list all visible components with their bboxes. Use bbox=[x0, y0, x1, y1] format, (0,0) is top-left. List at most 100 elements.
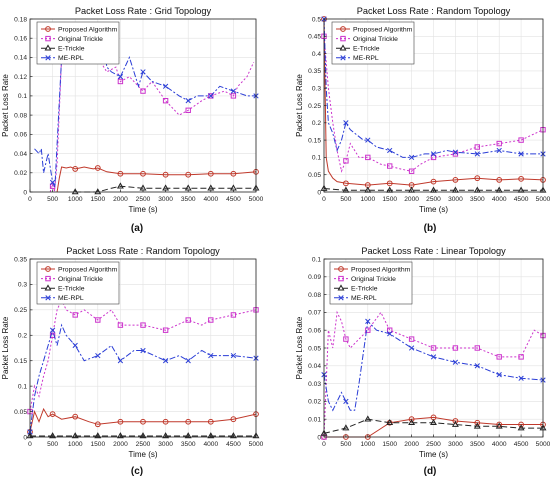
legend-label: Original Trickle bbox=[351, 276, 396, 283]
y-tick-label: 0.04 bbox=[14, 151, 27, 158]
y-tick-label: 0.5 bbox=[312, 16, 321, 23]
y-tick-label: 0.09 bbox=[308, 274, 321, 281]
x-tick-label: 5000 bbox=[249, 441, 264, 448]
x-tick-label: 5000 bbox=[536, 441, 550, 448]
x-tick-label: 2500 bbox=[136, 441, 151, 448]
legend-label: ME-RPL bbox=[353, 55, 379, 62]
x-tick-label: 0 bbox=[322, 441, 326, 448]
y-tick-label: 0.06 bbox=[308, 328, 321, 335]
panel-caption: (c) bbox=[131, 466, 143, 477]
x-tick-label: 2000 bbox=[404, 441, 419, 448]
y-tick-label: 0.15 bbox=[14, 358, 27, 365]
x-tick-label: 4000 bbox=[492, 196, 507, 203]
x-tick-label: 4500 bbox=[514, 441, 529, 448]
x-tick-label: 500 bbox=[340, 196, 351, 203]
y-tick-label: 0.1 bbox=[18, 383, 27, 390]
panel-caption: (b) bbox=[424, 223, 437, 234]
legend: Proposed Algorithm Original Trickle E-Tric… bbox=[37, 22, 119, 64]
chart-panel-3: 0 500 1000 1500 2000 2500 3000 3500 4000 4500 5000… bbox=[1, 246, 264, 477]
x-tick-label: 2000 bbox=[404, 196, 419, 203]
x-tick-label: 3000 bbox=[448, 441, 463, 448]
legend-label: Proposed Algorithm bbox=[353, 26, 413, 33]
y-axis-label: Packet Loss Rate bbox=[295, 74, 304, 137]
chart-panel-1: 0 500 1000 1500 2000 2500 3000 3500 4000 4500 5000… bbox=[1, 6, 264, 234]
x-tick-label: 500 bbox=[47, 196, 58, 203]
x-tick-label: 1000 bbox=[68, 441, 83, 448]
y-tick-label: 0.16 bbox=[14, 36, 27, 43]
legend-label: ME-RPL bbox=[58, 55, 84, 62]
legend: Proposed Algorithm Original Trickle E-Tric… bbox=[37, 262, 119, 304]
y-tick-label: 0.2 bbox=[18, 333, 27, 340]
y-tick-label: 0.02 bbox=[308, 399, 321, 406]
y-tick-label: 0 bbox=[317, 434, 321, 441]
x-tick-label: 2000 bbox=[113, 196, 128, 203]
y-tick-label: 0.35 bbox=[14, 256, 27, 263]
legend-label: Original Trickle bbox=[58, 36, 103, 43]
panel-caption: (d) bbox=[424, 466, 437, 477]
legend-label: Proposed Algorithm bbox=[58, 266, 118, 273]
legend-label: Proposed Algorithm bbox=[58, 26, 118, 33]
y-tick-label: 0.02 bbox=[14, 170, 27, 177]
x-tick-label: 5000 bbox=[536, 196, 550, 203]
x-tick-label: 3000 bbox=[158, 441, 173, 448]
legend-label: Original Trickle bbox=[58, 276, 103, 283]
legend-label: E-Trickle bbox=[58, 46, 85, 53]
chart-title: Packet Loss Rate : Grid Topology bbox=[75, 6, 212, 16]
y-axis-label: Packet Loss Rate bbox=[295, 316, 304, 379]
chart-title: Packet Loss Rate : Random Topology bbox=[66, 246, 220, 256]
x-tick-label: 2500 bbox=[426, 196, 441, 203]
y-tick-label: 0.05 bbox=[14, 409, 27, 416]
x-tick-label: 1500 bbox=[382, 441, 397, 448]
chart-panel-2: 0 500 1000 1500 2000 2500 3000 3500 4000 4500 5000… bbox=[295, 6, 550, 234]
x-tick-label: 1500 bbox=[382, 196, 397, 203]
chart-panel-4: 0 500 1000 1500 2000 2500 3000 3500 4000 4500 5000… bbox=[295, 246, 550, 477]
y-tick-label: 0.4 bbox=[312, 51, 321, 58]
legend: Proposed Algorithm Original Trickle E-Tric… bbox=[330, 262, 412, 304]
y-tick-label: 0.01 bbox=[308, 417, 321, 424]
x-tick-label: 2500 bbox=[136, 196, 151, 203]
x-tick-label: 4500 bbox=[514, 196, 529, 203]
y-tick-label: 0.05 bbox=[308, 345, 321, 352]
x-tick-label: 1000 bbox=[68, 196, 83, 203]
legend-label: Proposed Algorithm bbox=[351, 266, 411, 273]
y-tick-label: 0.25 bbox=[308, 103, 321, 110]
chart-title: Packet Loss Rate : Linear Topology bbox=[361, 246, 506, 256]
y-tick-label: 0 bbox=[23, 189, 27, 196]
legend: Proposed Algorithm Original Trickle E-Tric… bbox=[332, 22, 414, 64]
chart-title: Packet Loss Rate : Random Topology bbox=[357, 6, 511, 16]
legend-label: ME-RPL bbox=[58, 295, 84, 302]
legend-label: E-Trickle bbox=[58, 286, 85, 293]
y-tick-label: 0.1 bbox=[312, 256, 321, 263]
legend-label: ME-RPL bbox=[351, 295, 377, 302]
x-tick-label: 3000 bbox=[158, 196, 173, 203]
x-tick-label: 4500 bbox=[226, 196, 241, 203]
x-tick-label: 3500 bbox=[470, 196, 485, 203]
x-tick-label: 3500 bbox=[181, 441, 196, 448]
y-tick-label: 0.03 bbox=[308, 381, 321, 388]
x-tick-label: 1500 bbox=[90, 196, 105, 203]
x-axis-label: Time (s) bbox=[128, 450, 157, 459]
x-tick-label: 0 bbox=[28, 196, 32, 203]
y-tick-label: 0.3 bbox=[18, 282, 27, 289]
x-tick-label: 500 bbox=[340, 441, 351, 448]
x-tick-label: 4000 bbox=[492, 441, 507, 448]
x-axis-label: Time (s) bbox=[419, 450, 448, 459]
y-tick-label: 0.1 bbox=[312, 155, 321, 162]
x-tick-label: 1000 bbox=[360, 441, 375, 448]
x-tick-label: 2500 bbox=[426, 441, 441, 448]
x-tick-label: 1000 bbox=[360, 196, 375, 203]
y-axis-label: Packet Loss Rate bbox=[1, 316, 10, 379]
panel-caption: (a) bbox=[131, 223, 143, 234]
x-axis-label: Time (s) bbox=[419, 205, 448, 214]
x-tick-label: 3500 bbox=[470, 441, 485, 448]
y-tick-label: 0.3 bbox=[312, 86, 321, 93]
y-tick-label: 0.14 bbox=[14, 55, 27, 62]
x-tick-label: 3500 bbox=[181, 196, 196, 203]
y-tick-label: 0.1 bbox=[18, 93, 27, 100]
x-tick-label: 3000 bbox=[448, 196, 463, 203]
x-tick-label: 0 bbox=[28, 441, 32, 448]
x-axis-label: Time (s) bbox=[128, 205, 157, 214]
y-tick-label: 0.05 bbox=[308, 172, 321, 179]
y-tick-label: 0.2 bbox=[312, 120, 321, 127]
